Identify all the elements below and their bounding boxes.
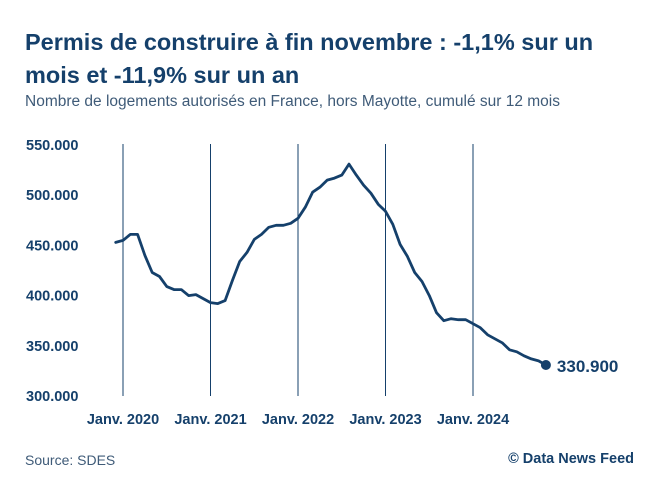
y-tick-label: 400.000 (26, 289, 78, 305)
series-line (114, 162, 548, 367)
y-tick-label: 550.000 (26, 138, 78, 154)
y-tick-label: 450.000 (26, 238, 78, 254)
x-tick-label: Janv. 2020 (87, 412, 159, 428)
credit-note: © Data News Feed (508, 451, 634, 467)
source-note: Source: SDES (25, 452, 116, 468)
chart-subtitle: Nombre de logements autorisés en France,… (25, 93, 560, 110)
y-axis-labels: 550.000 500.000 450.000 400.000 350.000 300.0… (26, 138, 78, 405)
x-tick-label: Janv. 2021 (174, 412, 246, 428)
last-point-label: 330.900 (557, 357, 618, 376)
y-tick-label: 500.000 (26, 188, 78, 204)
chart-title: Permis de construire à fin novembre : -1… (25, 29, 594, 88)
x-gridlines (122, 144, 474, 396)
y-tick-label: 350.000 (26, 339, 78, 355)
x-axis-labels: Janv. 2020 Janv. 2021 Janv. 2022 Janv. 2023… (87, 412, 509, 428)
x-tick-label: Janv. 2022 (262, 412, 334, 428)
y-tick-label: 300.000 (26, 389, 78, 405)
x-tick-label: Janv. 2023 (349, 412, 421, 428)
last-point-marker (540, 359, 551, 370)
x-tick-label: Janv. 2024 (437, 412, 509, 428)
series-layer: 330.900 (114, 162, 618, 376)
